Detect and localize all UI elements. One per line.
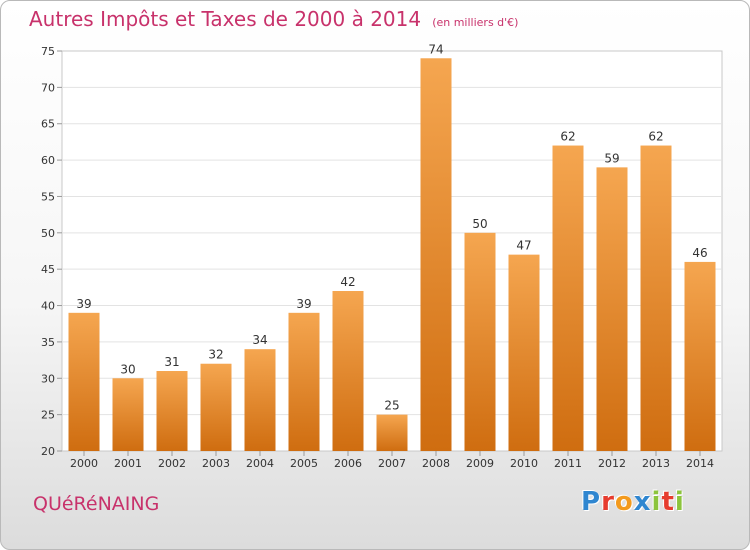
bar-value-label: 74 [428,42,443,56]
y-tick-label: 20 [41,445,55,458]
x-tick-label: 2004 [246,457,274,470]
bar [508,254,540,451]
bar [640,145,672,451]
x-tick-label: 2012 [598,457,626,470]
y-tick-label: 30 [41,372,55,385]
x-tick-label: 2006 [334,457,362,470]
y-tick-label: 45 [41,263,55,276]
bar-value-label: 39 [76,297,91,311]
bar [332,291,364,451]
x-tick-label: 2008 [422,457,450,470]
bar-value-label: 32 [208,348,223,362]
bar [684,261,716,451]
x-tick-label: 2002 [158,457,186,470]
y-tick-label: 70 [41,81,55,94]
proxiti-logo: Proxiti [581,487,685,517]
x-tick-label: 2000 [70,457,98,470]
bar [200,363,232,451]
x-tick-label: 2001 [114,457,142,470]
x-tick-label: 2003 [202,457,230,470]
bar [552,145,584,451]
bar [376,414,408,451]
bars: 39 30 31 32 34 39 42 25 74 50 47 62 59 62 46 [68,42,716,451]
x-tick-label: 2007 [378,457,406,470]
bar-value-label: 25 [384,399,399,413]
bar-value-label: 47 [516,239,531,253]
logo-letter: x [633,487,652,517]
bar [420,58,452,451]
bar [288,312,320,451]
y-tick-label: 50 [41,227,55,240]
x-tick-label: 2010 [510,457,538,470]
bar-value-label: 50 [472,217,487,231]
bar [464,232,496,451]
bar [244,349,276,451]
bar-value-label: 62 [648,130,663,144]
bar [68,312,100,451]
logo-letter: r [601,487,615,517]
y-tick-label: 25 [41,409,55,422]
logo-letter: t [661,487,675,517]
x-tick-label: 2014 [686,457,714,470]
bar-value-label: 46 [692,246,707,260]
bar-value-label: 62 [560,130,575,144]
y-tick-label: 35 [41,336,55,349]
chart-title-unit: (en milliers d'€) [432,16,519,29]
x-tick-label: 2005 [290,457,318,470]
x-axis: 2000 2001 2002 2003 2004 2005 2006 2007 2008 2009… [70,451,714,470]
bar [596,167,628,451]
y-tick-label: 65 [41,118,55,131]
bar-value-label: 34 [252,333,267,347]
bar [156,371,188,451]
bar-value-label: 39 [296,297,311,311]
logo-letter: i [651,487,662,517]
y-tick-label: 55 [41,190,55,203]
bar-value-label: 42 [340,275,355,289]
y-tick-label: 75 [41,45,55,58]
bar-value-label: 59 [604,151,619,165]
x-tick-label: 2013 [642,457,670,470]
commune-name: QUéRéNAING [33,493,160,515]
logo-letter: P [581,487,602,517]
y-axis: 20 25 30 35 40 45 50 55 60 65 70 75 [41,45,62,458]
logo-letter: i [674,487,685,517]
y-tick-label: 40 [41,300,55,313]
bar-value-label: 31 [164,355,179,369]
chart-title-main: Autres Impôts et Taxes de 2000 à 2014 [29,7,422,31]
x-tick-label: 2011 [554,457,582,470]
bar-value-label: 30 [120,362,135,376]
logo-letter: o [614,487,634,517]
x-tick-label: 2009 [466,457,494,470]
bar [112,378,144,451]
chart-title: Autres Impôts et Taxes de 2000 à 2014 (e… [29,7,518,31]
y-tick-label: 60 [41,154,55,167]
